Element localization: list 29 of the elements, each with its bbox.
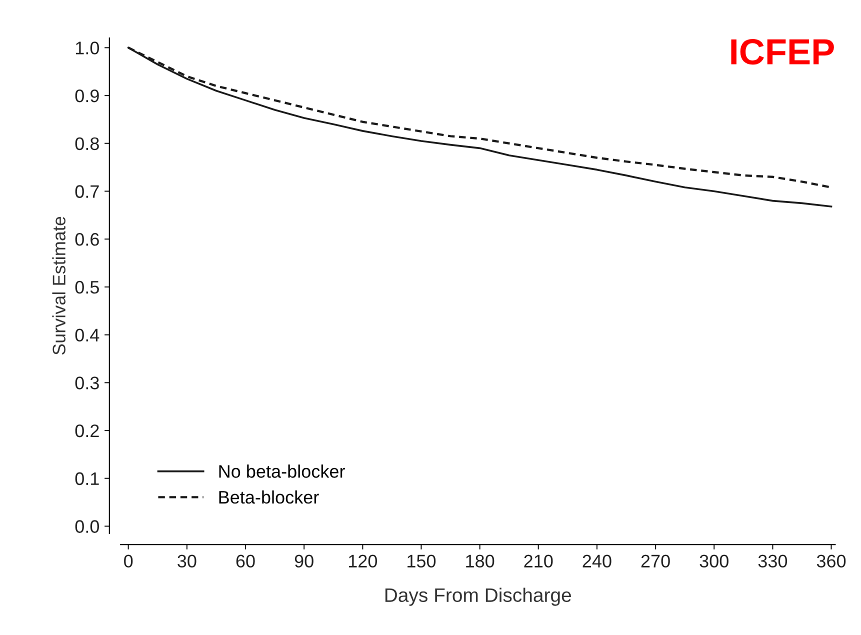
- x-tick-label: 210: [524, 554, 553, 568]
- y-tick-label: 1.0: [76, 42, 100, 54]
- y-axis-title: Survival Estimate: [52, 216, 66, 355]
- y-tick-label: 0.8: [75, 137, 99, 150]
- y-tick-label: 0.1: [75, 472, 99, 486]
- x-tick-label: 300: [700, 554, 728, 568]
- x-tick-label: 360: [816, 554, 846, 568]
- x-tick-label: 240: [582, 554, 612, 568]
- x-axis-title: Days From Discharge: [385, 588, 571, 606]
- y-tick-label: 0.3: [75, 376, 99, 390]
- x-tick-label: 330: [758, 554, 788, 568]
- x-tick-label: 150: [408, 554, 436, 568]
- x-tick-label: 120: [348, 554, 378, 568]
- x-tick-label: 180: [466, 554, 494, 568]
- y-tick-label: 0.0: [75, 520, 100, 533]
- legend-label: No beta-blocker: [219, 464, 345, 478]
- y-tick-label: 0.7: [75, 185, 99, 198]
- x-tick-label: 30: [178, 554, 196, 568]
- y-tick-label: 0.9: [75, 89, 99, 102]
- legend-label: Beta-blocker: [219, 490, 319, 504]
- chart-title: ICFEP: [731, 39, 834, 65]
- y-tick-label: 0.4: [75, 328, 100, 342]
- x-tick-label: 90: [294, 554, 314, 568]
- y-tick-label: 0.2: [75, 424, 99, 438]
- y-tick-label: 0.6: [75, 233, 99, 246]
- x-tick-label: 0: [124, 554, 133, 568]
- y-tick-label: 0.5: [75, 280, 99, 294]
- x-tick-label: 270: [641, 554, 670, 568]
- x-tick-label: 60: [236, 554, 255, 568]
